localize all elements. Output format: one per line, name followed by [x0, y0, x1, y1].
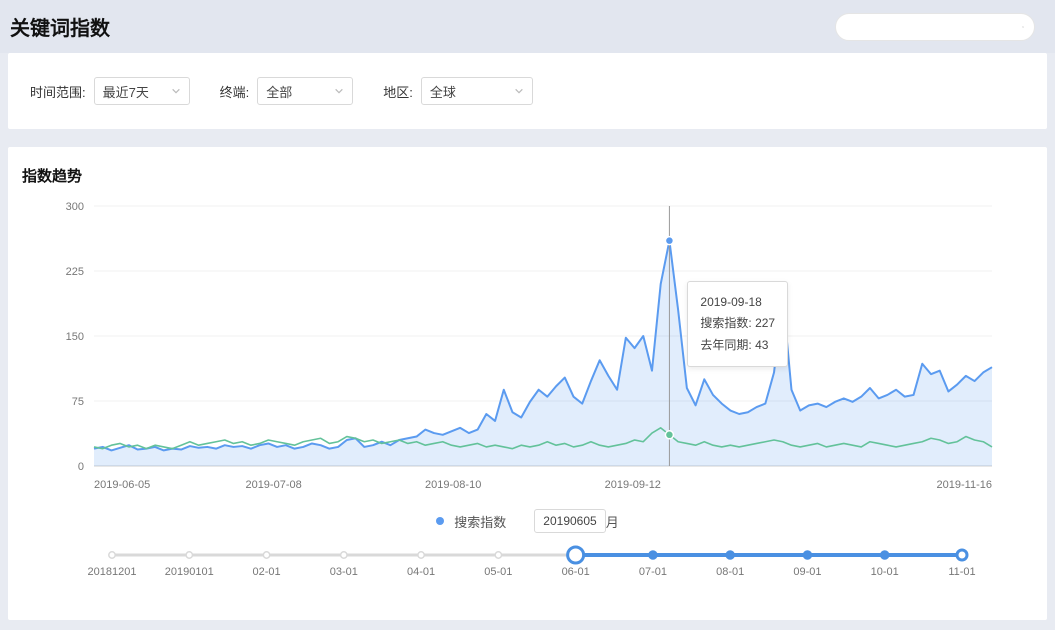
svg-text:75: 75 — [72, 396, 84, 408]
svg-text:2019-11-16: 2019-11-16 — [937, 479, 992, 491]
svg-text:07-01: 07-01 — [639, 566, 667, 578]
chart-area[interactable]: 0 75 150 225 300 2019-06-05 2019-07-08 2019-08-… — [22, 196, 1033, 501]
svg-text:06-01: 06-01 — [562, 566, 590, 578]
time-range-select[interactable]: 最近7天 — [94, 77, 190, 105]
svg-text:150: 150 — [66, 331, 84, 343]
page-title: 关键词指数 — [10, 12, 110, 41]
date-badge: 20190605 — [534, 509, 605, 533]
search-icon — [1022, 20, 1024, 34]
svg-text:09-01: 09-01 — [793, 566, 821, 578]
svg-text:225: 225 — [66, 266, 84, 278]
svg-text:2019-09-12: 2019-09-12 — [605, 479, 661, 491]
filter-terminal: 终端: 全部 — [220, 77, 354, 105]
svg-text:10-01: 10-01 — [871, 566, 899, 578]
line-chart[interactable]: 0 75 150 225 300 2019-06-05 2019-07-08 2019-08-… — [22, 196, 1032, 496]
time-range-value: 最近7天 — [103, 82, 149, 101]
svg-text:2019-07-08: 2019-07-08 — [245, 479, 301, 491]
terminal-value: 全部 — [266, 82, 292, 101]
chevron-down-icon — [514, 86, 524, 96]
svg-text:2019-06-05: 2019-06-05 — [94, 479, 150, 491]
legend-label: 搜索指数 — [454, 512, 506, 531]
filter-region: 地区: 全球 — [383, 77, 533, 105]
svg-text:08-01: 08-01 — [716, 566, 744, 578]
svg-text:04-01: 04-01 — [407, 566, 435, 578]
region-select[interactable]: 全球 — [421, 77, 533, 105]
chevron-down-icon — [171, 86, 181, 96]
svg-text:02-01: 02-01 — [252, 566, 280, 578]
chart-panel: 指数趋势 0 75 150 225 300 2019-06-05 2019-07-08 201… — [8, 147, 1047, 620]
filter-time: 时间范围: 最近7天 — [30, 77, 190, 105]
chart-title: 指数趋势 — [22, 165, 1033, 186]
svg-text:20190101: 20190101 — [165, 566, 214, 578]
brush-slider[interactable]: 20181201 20190101 02-01 03-01 04-01 05-01 06-0… — [22, 541, 1033, 590]
filter-terminal-label: 终端: — [220, 82, 250, 101]
filter-region-label: 地区: — [383, 82, 413, 101]
svg-text:2019-08-10: 2019-08-10 — [425, 479, 481, 491]
svg-text:11-01: 11-01 — [948, 566, 975, 578]
legend-row: 搜索指数 20190605 月 — [22, 509, 1033, 533]
region-value: 全球 — [430, 82, 456, 101]
svg-text:300: 300 — [66, 201, 84, 213]
filter-panel: 时间范围: 最近7天 终端: 全部 地区: 全球 — [8, 53, 1047, 129]
svg-text:20181201: 20181201 — [88, 566, 137, 578]
search-box[interactable] — [835, 13, 1035, 41]
terminal-select[interactable]: 全部 — [257, 77, 353, 105]
svg-text:05-01: 05-01 — [484, 566, 512, 578]
svg-text:03-01: 03-01 — [330, 566, 358, 578]
svg-text:0: 0 — [78, 461, 84, 473]
filter-time-label: 时间范围: — [30, 82, 86, 101]
search-input[interactable] — [846, 19, 1022, 34]
chevron-down-icon — [334, 86, 344, 96]
legend-dot — [436, 517, 444, 525]
brush-svg[interactable]: 20181201 20190101 02-01 03-01 04-01 05-01 06-0… — [22, 541, 1032, 585]
legend-trailing: 月 — [606, 512, 619, 531]
